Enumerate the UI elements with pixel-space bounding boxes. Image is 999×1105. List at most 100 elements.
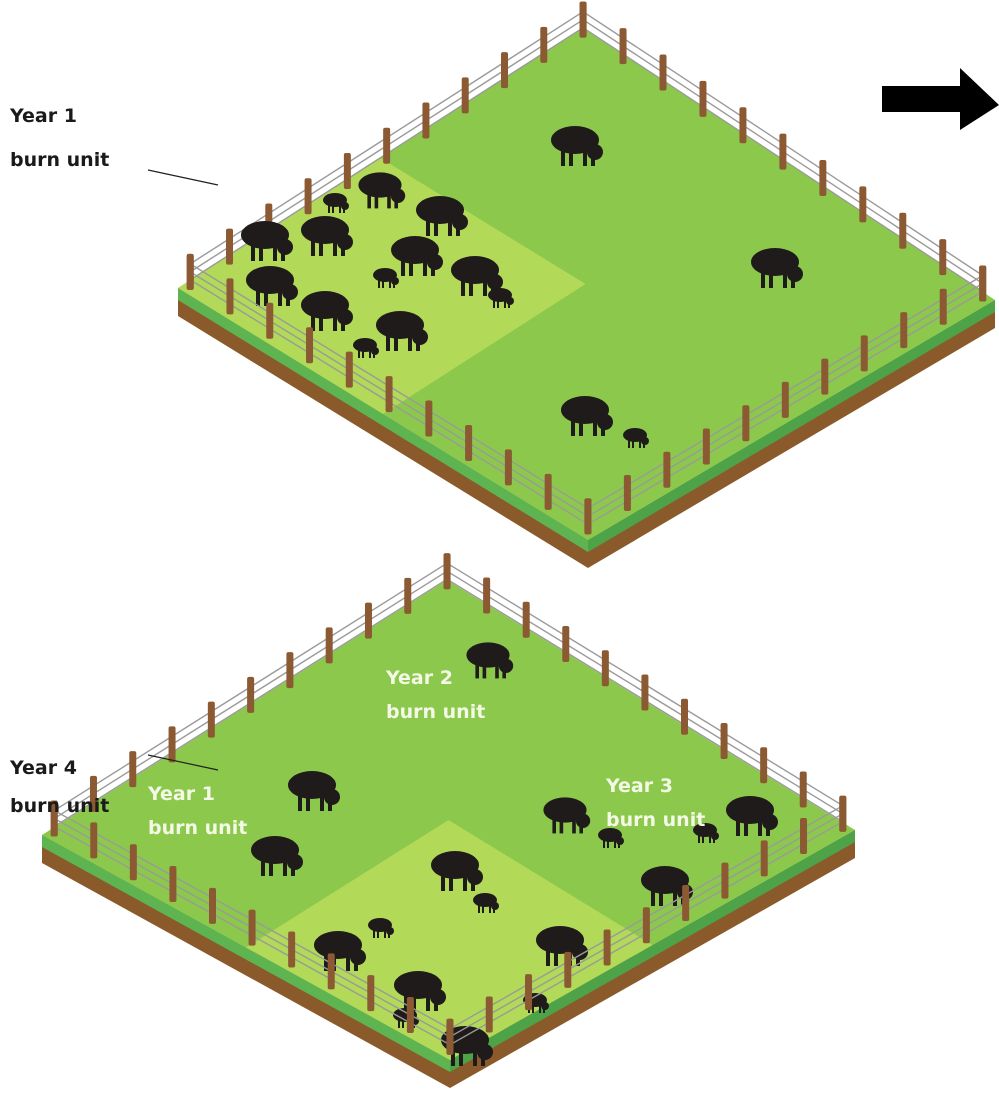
- cow-leg: [461, 278, 465, 296]
- fence-post: [90, 822, 97, 858]
- cow-leg: [628, 439, 630, 448]
- fence-post: [208, 702, 215, 738]
- fence-post: [979, 266, 986, 302]
- cow-leg: [643, 439, 645, 448]
- cow-leg: [423, 258, 427, 276]
- fence-post: [721, 723, 728, 759]
- cow-leg: [791, 270, 795, 288]
- fence-post: [900, 312, 907, 348]
- cow-leg: [256, 288, 260, 306]
- cow-leg: [618, 839, 620, 848]
- cow-leg: [319, 238, 323, 256]
- cow-leg: [769, 270, 773, 288]
- cow-leg: [543, 1004, 545, 1013]
- label: burn unit: [386, 701, 485, 723]
- fence-post: [286, 652, 293, 688]
- cow-leg: [508, 299, 510, 308]
- cow-leg: [378, 279, 380, 288]
- cow-leg: [448, 218, 452, 236]
- cow-leg: [709, 834, 711, 843]
- fence-post: [604, 930, 611, 966]
- cow-leg: [377, 929, 379, 938]
- cow-leg: [328, 793, 332, 811]
- cow-leg: [388, 929, 390, 938]
- cow-leg: [346, 953, 350, 971]
- fence-post: [779, 134, 786, 170]
- cow-leg: [269, 858, 273, 876]
- cow-leg: [483, 662, 487, 678]
- cow-leg: [401, 258, 405, 276]
- cow-leg: [393, 279, 395, 288]
- cow-leg: [358, 349, 360, 358]
- cow-leg: [306, 793, 310, 811]
- fence-post: [660, 54, 667, 90]
- illustration: Year 1 burn unit Year 2 burn unit Year 1…: [0, 0, 999, 1105]
- cow-leg: [481, 1048, 485, 1066]
- cow-leg: [456, 218, 460, 236]
- fence-post: [940, 289, 947, 325]
- fence-post: [226, 229, 233, 265]
- fence-post: [130, 844, 137, 880]
- cow-leg: [402, 1019, 404, 1028]
- fence-post: [386, 376, 393, 412]
- cow-leg: [783, 270, 787, 288]
- fence-post: [564, 952, 571, 988]
- fence-post: [425, 401, 432, 437]
- cow-leg: [579, 817, 583, 833]
- cow-leg: [389, 279, 391, 288]
- cow-leg: [273, 243, 277, 261]
- cow-leg: [489, 904, 491, 913]
- cow-leg: [766, 818, 770, 836]
- fence-post: [742, 405, 749, 441]
- label: Year 3: [605, 775, 673, 797]
- cow-leg: [736, 818, 740, 836]
- fence-post: [663, 452, 670, 488]
- fence-post: [580, 2, 587, 38]
- fence-post: [365, 603, 372, 639]
- cow-leg: [761, 270, 765, 288]
- cow-leg: [493, 904, 495, 913]
- cow-leg: [394, 333, 398, 351]
- label: Year 4: [9, 757, 77, 779]
- fence-post: [641, 674, 648, 710]
- fence-post: [169, 866, 176, 902]
- fence-post: [761, 840, 768, 876]
- cow-leg: [298, 793, 302, 811]
- fence-post: [721, 863, 728, 899]
- fence-post: [169, 726, 176, 762]
- fence-post: [306, 327, 313, 363]
- cow-leg: [333, 313, 337, 331]
- fence-post: [643, 907, 650, 943]
- cow-leg: [341, 238, 345, 256]
- cow-leg: [560, 817, 564, 833]
- cow-leg: [434, 993, 438, 1011]
- cow-leg: [495, 662, 499, 678]
- label: burn unit: [10, 795, 109, 817]
- fence-post: [839, 796, 846, 832]
- cow-leg: [283, 858, 287, 876]
- fence-post: [462, 77, 469, 113]
- cow-leg: [659, 888, 663, 906]
- fence-post: [483, 577, 490, 613]
- fence-post: [129, 751, 136, 787]
- cow-leg: [482, 904, 484, 913]
- fence-post: [326, 627, 333, 663]
- cow-leg: [583, 148, 587, 166]
- label: burn unit: [10, 149, 109, 171]
- fence-post: [562, 626, 569, 662]
- cow-leg: [441, 873, 445, 891]
- cow-leg: [251, 243, 255, 261]
- cow-leg: [387, 192, 391, 208]
- cow-leg: [572, 817, 576, 833]
- fence-post: [209, 888, 216, 924]
- fence-post: [404, 578, 411, 614]
- cow-leg: [278, 288, 282, 306]
- cow-leg: [698, 834, 700, 843]
- fence-post: [545, 474, 552, 510]
- fence-post: [939, 239, 946, 275]
- fence-post: [383, 128, 390, 164]
- fence-post: [681, 699, 688, 735]
- cow-leg: [362, 349, 364, 358]
- fence-post: [422, 103, 429, 139]
- fence-post: [328, 953, 335, 989]
